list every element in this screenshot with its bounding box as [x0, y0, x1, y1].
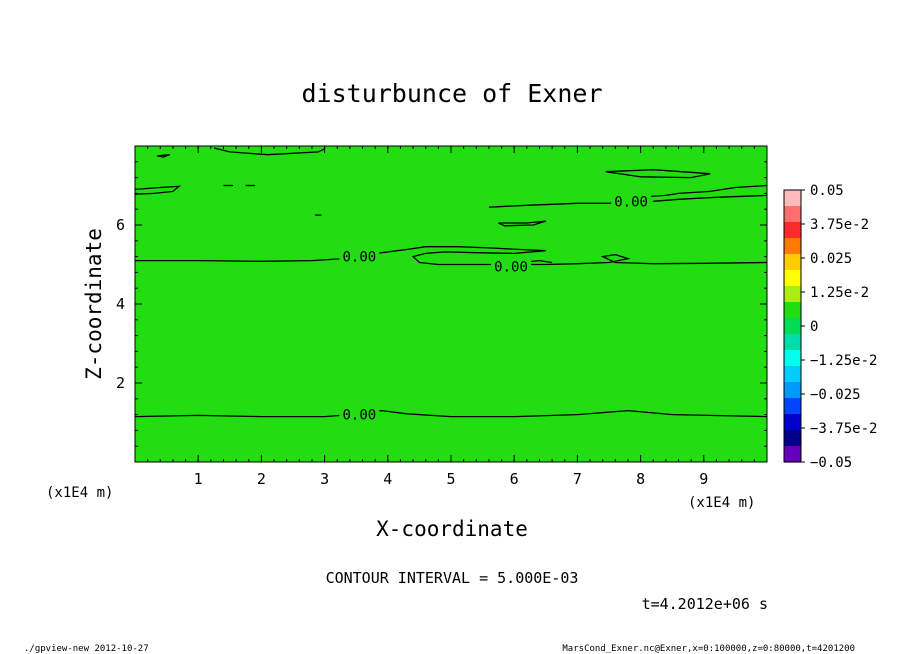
contour-label-bg [339, 247, 380, 264]
colorbar-swatch [784, 302, 801, 319]
colorbar-swatch [784, 334, 801, 351]
colorbar-label: −0.025 [810, 387, 861, 403]
contour-label: 0.00 [343, 250, 377, 266]
colorbar-swatch [784, 382, 801, 399]
x-tick-label: 5 [446, 470, 455, 488]
colorbar-label: 0 [810, 319, 818, 335]
time-label: t=4.2012e+06 s [642, 595, 768, 613]
contour-line [498, 220, 546, 227]
x-tick-label: 2 [257, 470, 266, 488]
colorbar-swatch [784, 254, 801, 271]
y-axis-label: Z-coordinate [82, 228, 106, 380]
contour-label: 0.00 [614, 194, 648, 210]
colorbar-swatch [784, 318, 801, 335]
colorbar-label: 0.05 [810, 183, 844, 199]
contour-line [605, 169, 711, 179]
colorbar-label: 3.75e-2 [810, 217, 869, 233]
contour-label: 0.00 [343, 408, 377, 424]
colorbar-label: 1.25e-2 [810, 285, 869, 301]
contour-label-bg [491, 257, 532, 274]
colorbar-swatch [784, 398, 801, 415]
x-tick-label: 7 [573, 470, 582, 488]
x-tick-label: 4 [383, 470, 392, 488]
x-tick-label: 9 [699, 470, 708, 488]
x-unit-label-left: (x1E4 m) [46, 485, 113, 501]
colorbar-swatch [784, 446, 801, 463]
colorbar-swatch [784, 366, 801, 383]
colorbar-label: −0.05 [810, 455, 852, 471]
contour-interval-text: CONTOUR INTERVAL = 5.000E-03 [326, 569, 579, 587]
colorbar-swatch [784, 238, 801, 255]
contour-line [213, 147, 325, 156]
colorbar-swatch [784, 414, 801, 431]
chart-title: disturbunce of Exner [301, 79, 602, 108]
colorbar-label: −1.25e-2 [810, 353, 877, 369]
x-unit-label-right: (x1E4 m) [688, 495, 755, 511]
contour-line [156, 154, 171, 158]
colorbar-swatch [784, 286, 801, 303]
x-tick-label: 1 [194, 470, 203, 488]
contour-label-group: 0.00 0.00 0.00 0.00 [339, 192, 652, 424]
colorbar-swatch [784, 190, 801, 207]
colorbar-swatch [784, 430, 801, 447]
contour-line [653, 194, 768, 202]
colorbar-swatch [784, 222, 801, 239]
x-tick-label: 3 [320, 470, 329, 488]
axis-ticks: 1 2 3 4 5 6 7 8 9 2 4 6 [116, 145, 768, 488]
colorbar-swatch [784, 206, 801, 223]
colorbar-label: −3.75e-2 [810, 421, 877, 437]
x-axis-label: X-coordinate [376, 517, 528, 541]
y-tick-label: 2 [116, 374, 125, 392]
x-tick-label: 8 [636, 470, 645, 488]
footer-left: ./gpview-new 2012-10-27 [24, 644, 149, 654]
colorbar-swatch [784, 270, 801, 287]
x-tick-label: 6 [510, 470, 519, 488]
plot-field [134, 145, 768, 463]
y-tick-label: 6 [116, 216, 125, 234]
contour-label-bg [611, 192, 652, 209]
contour-label-bg [339, 405, 380, 422]
contour-label: 0.00 [494, 259, 528, 275]
contour-line [134, 185, 182, 195]
y-tick-label: 4 [116, 295, 125, 313]
colorbar-swatch [784, 350, 801, 367]
footer-right: MarsCond_Exner.nc@Exner,x=0:100000,z=0:8… [562, 644, 855, 654]
contour-line [134, 409, 768, 418]
colorbar-label: 0.025 [810, 251, 852, 267]
colorbar: 0.05 3.75e-2 0.025 1.25e-2 0 −1.25e-2 −0.025 −3… [783, 183, 877, 471]
